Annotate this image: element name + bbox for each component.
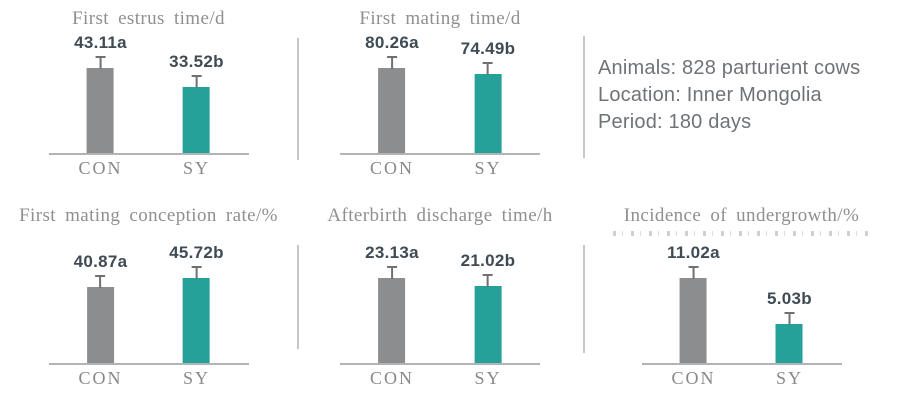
error-bar-icon — [482, 274, 493, 287]
bar-group-con: 80.26a — [365, 33, 419, 153]
bar-group-con: 11.02a — [667, 243, 720, 363]
plot-area: 11.02a 5.03b CON SY — [641, 243, 842, 388]
chart-incidence-of-undergrowth: Incidence of undergrowth/% 11.02a 5.03b … — [583, 195, 900, 407]
bar-sy — [182, 87, 210, 153]
value-label: 33.52b — [169, 52, 224, 71]
category-label-sy: SY — [474, 368, 502, 388]
plot-area: 40.87a 45.72b CON SY — [48, 243, 249, 388]
error-bar-icon — [191, 266, 202, 279]
error-bar-icon — [784, 312, 795, 325]
chart-title: First mating time/d — [359, 8, 521, 29]
category-label-sy: SY — [775, 368, 804, 388]
divider-row1-right — [583, 36, 585, 158]
category-label-sy: SY — [182, 368, 211, 388]
plot-area: 23.13a 21.02b CON SY — [340, 243, 540, 388]
category-label-con: CON — [78, 158, 123, 178]
error-bar-icon — [95, 56, 106, 69]
bar-group-con: 23.13a — [365, 243, 419, 363]
value-label: 43.11a — [74, 33, 127, 52]
chart-first-estrus-time: First estrus time/d 43.11a 33.52b CON SY — [0, 0, 297, 195]
category-label-sy: SY — [182, 158, 211, 178]
bar-group-sy: 74.49b — [461, 39, 516, 153]
error-bar-icon — [386, 56, 397, 69]
chart-first-mating-conception-rate: First mating conception rate/% 40.87a 45… — [0, 195, 297, 407]
bar-con — [86, 68, 114, 153]
value-label: 5.03b — [767, 289, 812, 308]
study-info-panel: Animals: 828 parturient cows Location: I… — [583, 0, 900, 195]
plot-area: 43.11a 33.52b CON SY — [48, 33, 249, 178]
bar-sy — [182, 278, 210, 363]
bar-con — [679, 278, 707, 363]
bar-group-sy: 45.72b — [169, 243, 224, 363]
plot-area: 80.26a 74.49b CON SY — [340, 33, 540, 178]
info-line-period: Period: 180 days — [598, 111, 752, 133]
bar-group-sy: 21.02b — [461, 251, 516, 363]
info-line-animals: Animals: 828 parturient cows — [598, 57, 861, 79]
error-bar-icon — [95, 275, 106, 288]
category-label-con: CON — [369, 158, 415, 178]
category-label-sy: SY — [474, 158, 502, 178]
chart-afterbirth-discharge-time: Afterbirth discharge time/h 23.13a 21.02… — [297, 195, 583, 407]
value-label: 23.13a — [365, 243, 419, 262]
chart-title: First estrus time/d — [72, 8, 225, 29]
bar-sy — [775, 324, 803, 363]
divider-row2-right — [583, 245, 585, 353]
chart-title: First mating conception rate/% — [19, 205, 278, 226]
bar-con — [378, 278, 406, 363]
bar-sy — [474, 286, 502, 363]
error-bar-icon — [688, 266, 699, 279]
value-label: 74.49b — [460, 39, 516, 58]
bar-con — [378, 68, 406, 153]
divider-row2-left — [297, 245, 299, 349]
cropped-text-artifact — [613, 231, 872, 236]
value-label: 45.72b — [169, 243, 224, 262]
bar-group-sy: 5.03b — [767, 289, 812, 363]
value-label: 80.26a — [365, 33, 419, 52]
bar-con — [86, 287, 114, 363]
error-bar-icon — [482, 62, 493, 75]
chart-title: Afterbirth discharge time/h — [327, 205, 553, 226]
bar-sy — [474, 74, 502, 153]
value-label: 40.87a — [73, 252, 128, 271]
bar-group-con: 43.11a — [74, 33, 127, 153]
value-label: 11.02a — [667, 243, 720, 262]
error-bar-icon — [191, 75, 202, 88]
error-bar-icon — [386, 266, 397, 279]
info-line-location: Location: Inner Mongolia — [598, 84, 822, 106]
divider-row1-left — [297, 38, 299, 160]
category-label-con: CON — [671, 368, 716, 388]
category-label-con: CON — [369, 368, 415, 388]
bar-group-con: 40.87a — [74, 252, 128, 363]
value-label: 21.02b — [460, 251, 516, 270]
chart-first-mating-time: First mating time/d 80.26a 74.49b CON SY — [297, 0, 583, 195]
chart-title: Incidence of undergrowth/% — [623, 205, 860, 226]
bar-group-sy: 33.52b — [169, 52, 224, 153]
category-label-con: CON — [78, 368, 123, 388]
